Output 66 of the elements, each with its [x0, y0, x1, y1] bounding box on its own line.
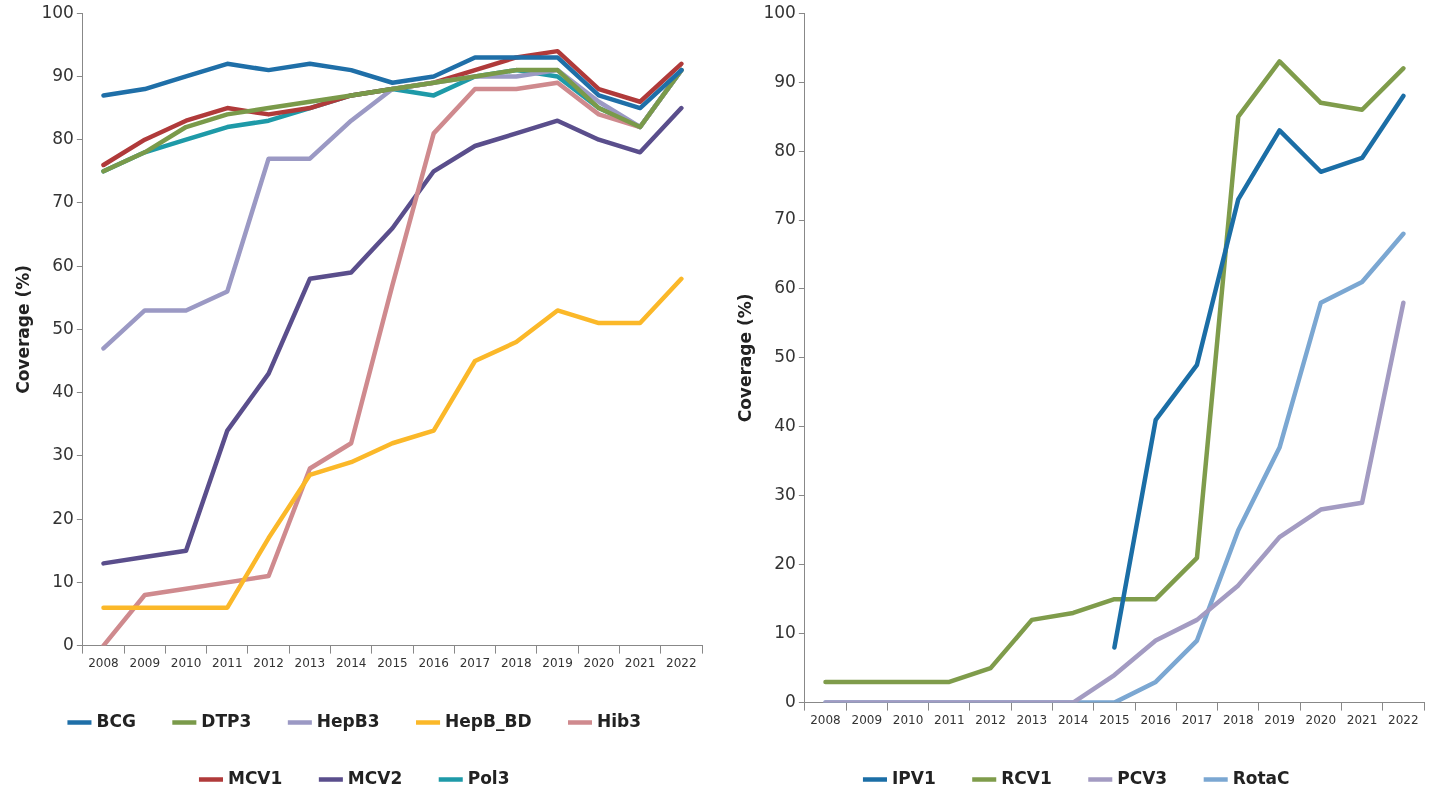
legend-label: BCG — [96, 710, 136, 731]
x-tick-label: 2019 — [1264, 712, 1295, 727]
y-tick-label: 40 — [774, 415, 796, 436]
y-tick-label: 100 — [763, 1, 796, 22]
x-tick-label: 2008 — [810, 712, 841, 727]
x-tick-label: 2022 — [666, 655, 697, 670]
legend-label: Hib3 — [597, 710, 642, 731]
x-tick-label: 2013 — [294, 655, 326, 670]
y-tick-label: 90 — [52, 64, 74, 85]
legend-label: MCV2 — [347, 767, 403, 788]
y-tick-label: 0 — [785, 691, 796, 712]
y-tick-label: 10 — [52, 570, 74, 591]
y-axis-title: Coverage (%) — [12, 264, 33, 394]
x-tick-label: 2010 — [892, 712, 924, 727]
x-tick-label: 2019 — [542, 655, 573, 670]
y-tick-label: 60 — [52, 254, 74, 275]
legend-label: DTP3 — [201, 710, 252, 731]
legend-label: RCV1 — [1001, 767, 1052, 788]
y-tick-label: 0 — [63, 634, 74, 655]
x-tick-label: 2018 — [1222, 712, 1254, 727]
x-tick-label: 2014 — [1057, 712, 1089, 727]
x-tick-label: 2016 — [418, 655, 449, 670]
y-tick-label: 30 — [52, 444, 74, 465]
x-tick-label: 2009 — [129, 655, 161, 670]
y-axis-title: Coverage (%) — [734, 293, 755, 423]
y-tick-label: 30 — [774, 484, 796, 505]
y-tick-label: 90 — [774, 70, 796, 91]
x-tick-label: 2011 — [934, 712, 965, 727]
x-tick-label: 2011 — [212, 655, 243, 670]
x-tick-label: 2021 — [1346, 712, 1378, 727]
x-tick-label: 2022 — [1388, 712, 1419, 727]
x-tick-label: 2009 — [851, 712, 883, 727]
legend-label: HepB3 — [316, 710, 380, 731]
x-tick-label: 2015 — [1099, 712, 1130, 727]
legend-label: RotaC — [1232, 767, 1290, 788]
x-tick-label: 2020 — [583, 655, 615, 670]
y-tick-label: 80 — [52, 128, 74, 149]
y-tick-label: 80 — [774, 139, 796, 160]
x-tick-label: 2020 — [1305, 712, 1337, 727]
y-tick-label: 70 — [52, 191, 74, 212]
x-tick-label: 2016 — [1140, 712, 1171, 727]
y-tick-label: 100 — [41, 1, 74, 22]
legend-label: Pol3 — [467, 767, 510, 788]
y-tick-label: 50 — [774, 346, 796, 367]
x-tick-label: 2014 — [335, 655, 367, 670]
y-tick-label: 50 — [52, 317, 74, 338]
x-tick-label: 2013 — [1016, 712, 1048, 727]
x-tick-label: 2018 — [500, 655, 532, 670]
x-tick-label: 2010 — [170, 655, 202, 670]
x-tick-label: 2017 — [459, 655, 491, 670]
y-tick-label: 70 — [774, 208, 796, 229]
legend-label: MCV1 — [227, 767, 283, 788]
y-tick-label: 60 — [774, 277, 796, 298]
x-tick-label: 2012 — [975, 712, 1006, 727]
x-tick-label: 2021 — [624, 655, 656, 670]
x-tick-label: 2015 — [377, 655, 408, 670]
y-tick-label: 40 — [52, 381, 74, 402]
y-tick-label: 10 — [774, 622, 796, 643]
legend-label: IPV1 — [891, 767, 936, 788]
y-tick-label: 20 — [52, 507, 74, 528]
legend-label: PCV3 — [1117, 767, 1168, 788]
x-tick-label: 2008 — [88, 655, 119, 670]
legend-label: HepB_BD — [445, 710, 532, 731]
x-tick-label: 2012 — [253, 655, 284, 670]
y-tick-label: 20 — [774, 553, 796, 574]
x-tick-label: 2017 — [1181, 712, 1213, 727]
